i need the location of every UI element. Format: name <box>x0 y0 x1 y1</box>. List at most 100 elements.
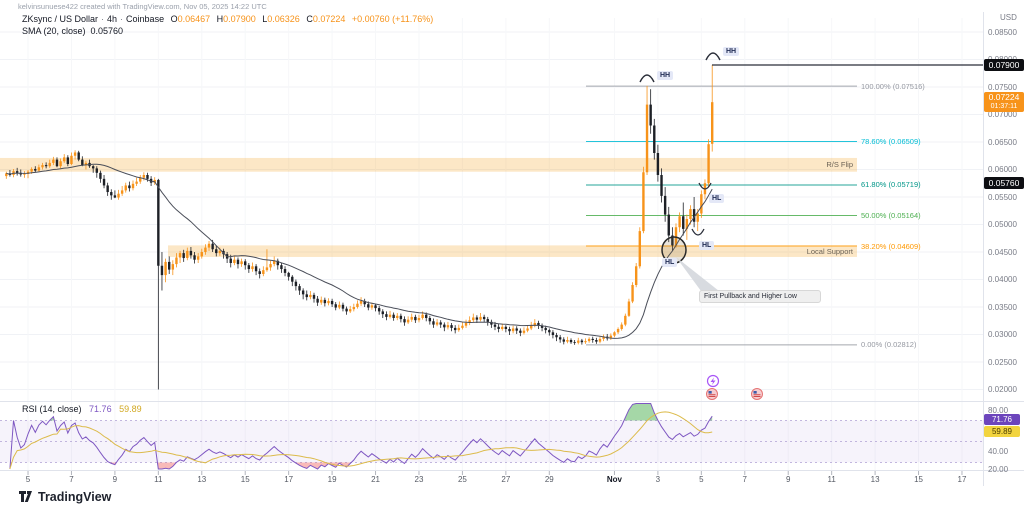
candle-body <box>204 247 207 252</box>
candle-body <box>113 195 117 198</box>
candle-body <box>598 338 602 342</box>
candle-body <box>316 298 319 303</box>
exchange-label[interactable]: Coinbase <box>126 14 165 24</box>
hl-chip[interactable]: HL <box>709 194 725 203</box>
open-key: O <box>170 14 178 24</box>
candle-body <box>580 340 584 343</box>
candle-body <box>497 326 500 329</box>
sma-legend[interactable]: SMA (20, close) 0.05760 <box>22 26 123 36</box>
candle-body <box>106 185 109 193</box>
hl-chip[interactable]: HL <box>662 258 678 267</box>
candle-body <box>620 324 623 329</box>
candle-body <box>616 329 620 333</box>
candle-body <box>135 181 138 184</box>
event-bolt-icon[interactable] <box>706 374 720 388</box>
candle-body <box>367 304 370 308</box>
candle-body <box>34 168 37 171</box>
candle-body <box>443 324 446 328</box>
candle-body <box>77 152 80 160</box>
candle-body <box>548 330 551 333</box>
candle-body <box>196 256 200 260</box>
rsi-oversold-fill <box>156 462 177 469</box>
time-axis-label: 29 <box>544 475 554 484</box>
rsi-label[interactable]: RSI (14, close) <box>22 404 82 414</box>
hh-chip[interactable]: HH <box>723 47 740 56</box>
candle-body <box>110 192 113 196</box>
time-axis-label: 17 <box>284 475 294 484</box>
candle-body <box>193 255 196 260</box>
zone-label[interactable]: R/S Flip <box>826 160 853 170</box>
candle-body <box>244 261 247 266</box>
candle-body <box>258 271 261 274</box>
candle-body <box>229 258 232 263</box>
candle-body <box>642 172 645 232</box>
event-flag-icon[interactable] <box>751 388 763 400</box>
rsi-pane <box>0 403 983 470</box>
candle-body <box>472 317 475 321</box>
symbol-name[interactable]: ZKsync / US Dollar <box>22 14 99 24</box>
candle-body <box>294 281 298 287</box>
candle-body <box>55 159 59 167</box>
candle-body <box>689 209 692 219</box>
candle-body <box>450 325 453 328</box>
candle-body <box>309 294 312 298</box>
candle-body <box>283 269 287 273</box>
candle-body <box>685 219 689 229</box>
candle-body <box>613 332 616 336</box>
candle-body <box>23 173 26 175</box>
candle-body <box>323 299 327 304</box>
candle-body <box>48 162 51 167</box>
candle-body <box>414 316 417 321</box>
candle-body <box>649 104 652 126</box>
time-axis-label: 13 <box>197 475 207 484</box>
candle-body <box>707 144 710 184</box>
candle-body <box>341 304 345 309</box>
candle-body <box>595 340 598 342</box>
rsi-line <box>9 403 713 470</box>
zone-label[interactable]: Local Support <box>806 246 853 256</box>
candle-body <box>417 318 421 321</box>
rsi-value-badge: 71.76 <box>984 413 1020 425</box>
hh-chip[interactable]: HH <box>657 71 674 80</box>
candle-body <box>160 265 164 276</box>
candle-body <box>544 327 547 331</box>
time-axis-label: 25 <box>457 475 467 484</box>
rsi-value: 71.76 <box>89 404 112 414</box>
candle-body <box>37 167 41 171</box>
candle-body <box>349 309 352 312</box>
candle-body <box>406 319 410 323</box>
candle-body <box>59 161 62 167</box>
sma-label[interactable]: SMA (20, close) <box>22 26 86 36</box>
event-flag-icon[interactable] <box>706 388 718 400</box>
tradingview-branding[interactable]: TradingView <box>18 489 111 504</box>
candle-body <box>52 159 55 163</box>
candle-body <box>178 253 182 258</box>
candle-body <box>425 314 428 318</box>
symbol-legend[interactable]: ZKsync / US Dollar · 4h · Coinbase O0.06467 … <box>22 14 433 24</box>
callout-note[interactable]: First Pullback and Higher Low <box>699 290 821 303</box>
interval-label[interactable]: 4h <box>107 14 118 24</box>
price-axis-label: 0.07000 <box>988 110 1017 119</box>
high-value: 0.07900 <box>223 14 256 24</box>
candle-body <box>591 338 594 340</box>
hl-chip[interactable]: HL <box>699 241 715 250</box>
price-axis-label: 0.03000 <box>988 330 1017 339</box>
rsi-legend[interactable]: RSI (14, close) 71.76 59.89 <box>22 404 142 414</box>
time-axis-label: Nov <box>606 475 623 484</box>
candle-body <box>555 335 558 338</box>
candle-body <box>399 315 403 320</box>
candle-body <box>142 175 146 178</box>
candle-body <box>5 173 8 177</box>
time-axis-label: 15 <box>914 475 923 484</box>
candle-body <box>537 322 540 326</box>
candle-body <box>182 253 185 259</box>
candle-body <box>211 243 214 250</box>
candle-body <box>515 328 518 331</box>
candle-body <box>511 328 515 332</box>
rsi-axis-label: 20.00 <box>988 464 1009 474</box>
candle-body <box>587 338 591 342</box>
candle-body <box>435 322 439 325</box>
fib-level-label: 61.80% (0.05719) <box>861 180 921 190</box>
candle-body <box>95 168 98 173</box>
